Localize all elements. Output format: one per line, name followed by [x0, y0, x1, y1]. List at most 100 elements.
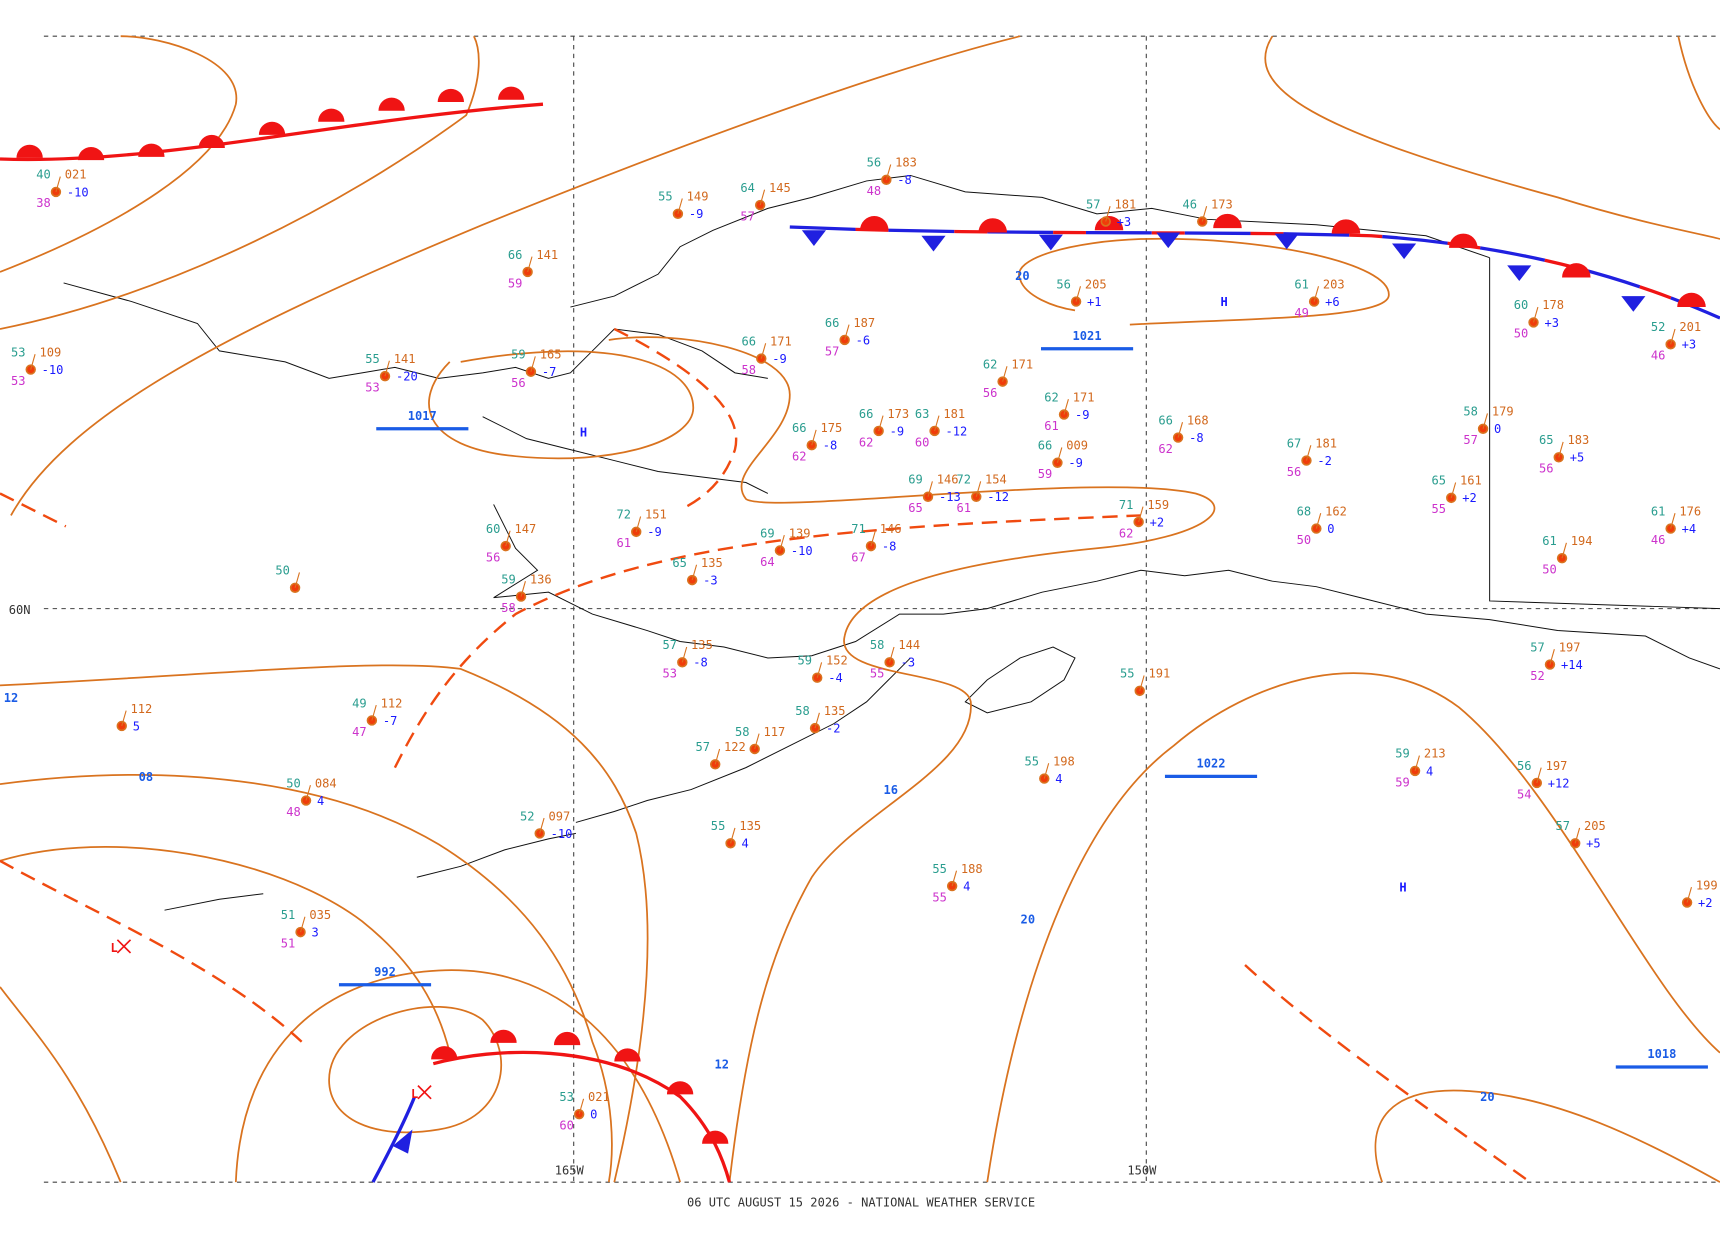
temperature: 55: [932, 862, 947, 876]
wind-barb: [505, 530, 511, 547]
isobar: [0, 35, 480, 330]
dewpoint: 56: [983, 386, 998, 400]
station-symbol: [1311, 523, 1322, 534]
isobar: [1374, 1089, 1720, 1183]
pressure: 178: [1542, 298, 1564, 312]
temperature: 69: [908, 473, 923, 487]
coast: [164, 646, 1076, 911]
temperature: 63: [915, 407, 930, 421]
dewpoint: 55: [1432, 502, 1447, 516]
temperature: 66: [1158, 413, 1173, 427]
frame: [43, 35, 1720, 1183]
station: 58 117: [735, 725, 785, 755]
temperature: 59: [501, 572, 516, 586]
wind-barb: [1075, 286, 1082, 302]
pressure: 136: [530, 572, 552, 586]
temperature: 58: [870, 638, 885, 652]
wind-barb: [384, 360, 390, 377]
tendency: -9: [1068, 456, 1083, 470]
wind-barb: [1561, 542, 1567, 559]
dewpoint: 59: [1395, 775, 1410, 789]
front: [371, 1095, 417, 1183]
wind-barb: [30, 354, 36, 370]
dewpoint: 46: [1651, 349, 1666, 363]
dewpoint: 46: [1651, 533, 1666, 547]
dewpoint: 50: [1297, 533, 1312, 547]
isobar-label: 12: [715, 1057, 730, 1071]
wind-barb: [1305, 445, 1312, 461]
pressure: 135: [824, 704, 846, 718]
temperature: 55: [658, 190, 673, 204]
wind-barb: [889, 646, 895, 663]
temperature: 65: [1539, 433, 1554, 447]
dewpoint: 47: [352, 725, 367, 739]
tendency: +1: [1087, 295, 1102, 309]
troughs: [0, 327, 1531, 1184]
temperature: 56: [867, 156, 882, 170]
pressure: 139: [789, 526, 811, 540]
station: 55 135 4: [711, 819, 761, 851]
dewpoint: 62: [859, 435, 874, 449]
wind-barb: [1482, 413, 1488, 429]
station: 55 198 4: [1025, 754, 1075, 786]
dewpoint: 50: [1542, 563, 1557, 577]
tendency: -4: [828, 671, 843, 685]
tendency: -8: [823, 439, 838, 453]
wind-barb: [1670, 513, 1676, 529]
temperature: 65: [1432, 474, 1447, 488]
pressure: 141: [536, 248, 558, 262]
coast: [570, 174, 1490, 308]
dewpoint: 59: [1038, 467, 1053, 481]
station: 59 165 -7 56: [511, 348, 561, 391]
temperature: 64: [740, 181, 755, 195]
station: 72 154 -12 61: [957, 473, 1009, 516]
temperature: 59: [511, 348, 526, 362]
low-mark: [417, 1085, 432, 1100]
pressure: 141: [394, 352, 416, 366]
tendency: -3: [703, 573, 718, 587]
tendency: -9: [689, 207, 704, 221]
wind-barb: [1686, 887, 1693, 903]
isobar-label: 08: [139, 770, 154, 784]
station-symbol: [1556, 552, 1568, 564]
wind-barb: [951, 870, 958, 887]
tendency: +5: [1586, 837, 1601, 851]
isobar: [428, 350, 695, 460]
wind-barb: [527, 256, 533, 273]
station: 50: [275, 564, 301, 593]
pressure: 205: [1085, 277, 1107, 291]
temperature: 56: [1517, 759, 1532, 773]
pressure: 112: [131, 702, 153, 716]
trough: [1244, 964, 1531, 1184]
temperature: 60: [486, 522, 501, 536]
front-symbol: [1156, 232, 1181, 249]
tendency: 4: [963, 879, 970, 893]
front: [0, 102, 544, 162]
temperature: 66: [792, 421, 807, 435]
isobar-label: 12: [4, 691, 19, 705]
front: [789, 225, 1720, 320]
tendency: -10: [42, 363, 64, 377]
pressure: 154: [985, 473, 1007, 487]
station: 71 146 -8 67: [851, 522, 901, 565]
pressure: 171: [1011, 357, 1033, 371]
low-center: L: [411, 1087, 418, 1101]
temperature: 49: [352, 696, 367, 710]
temperature: 59: [1395, 747, 1410, 761]
pressure: 035: [309, 908, 331, 922]
pressure: 135: [701, 556, 723, 570]
wind-barb: [294, 572, 300, 588]
wind-barb: [1139, 675, 1145, 692]
front-symbol: [490, 1029, 517, 1043]
station: 55 191: [1120, 667, 1170, 697]
tendency: +2: [1698, 896, 1713, 910]
temperature: 57: [1555, 819, 1570, 833]
dewpoint: 48: [286, 805, 301, 819]
isobars: [0, 35, 1720, 1183]
tendency: 4: [1426, 764, 1433, 778]
tendency: -20: [396, 370, 418, 384]
station-symbol: [1039, 773, 1050, 784]
station: 65 183 +5 56: [1539, 433, 1589, 476]
pressure: 152: [826, 654, 848, 668]
temperature: 57: [663, 638, 678, 652]
